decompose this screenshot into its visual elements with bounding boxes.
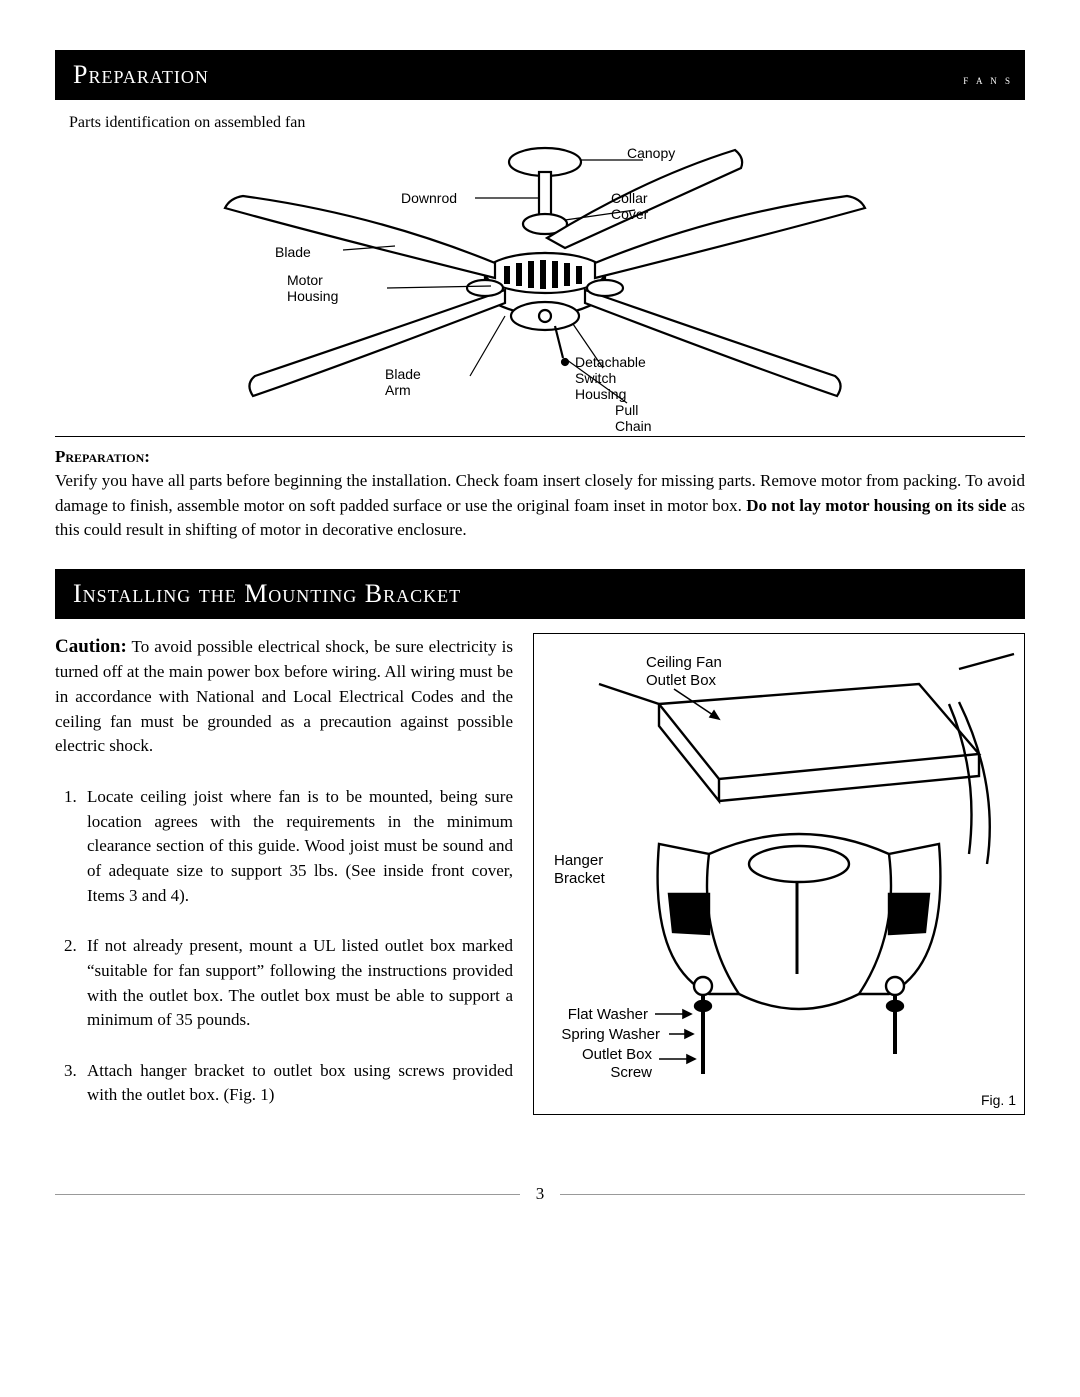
divider bbox=[55, 436, 1025, 437]
fan-diagram-container: Canopy Downrod Collar Cover Blade Motor … bbox=[55, 138, 1025, 428]
label-blade-arm: Blade Arm bbox=[385, 366, 421, 398]
header2-title: Installing the Mounting Bracket bbox=[73, 579, 461, 608]
footer-line-left bbox=[55, 1194, 520, 1195]
label-flat-washer: Flat Washer bbox=[558, 1006, 648, 1024]
figure-caption: Fig. 1 bbox=[981, 1092, 1016, 1108]
page-footer: 3 bbox=[55, 1184, 1025, 1204]
label-downrod: Downrod bbox=[401, 190, 457, 206]
preparation-heading: Preparation: bbox=[55, 447, 1025, 467]
page-number: 3 bbox=[536, 1184, 545, 1204]
caution-label: Caution: bbox=[55, 636, 127, 657]
label-hanger-bracket: Hanger Bracket bbox=[554, 852, 605, 888]
left-column: Caution: To avoid possible electrical sh… bbox=[55, 633, 513, 1134]
section-header-preparation: Preparation F A N S bbox=[55, 50, 1025, 100]
figure-1-box: Ceiling Fan Outlet Box Hanger Bracket Fl… bbox=[533, 633, 1025, 1115]
prep-text-bold: Do not lay motor housing on its side bbox=[746, 496, 1006, 515]
brand-logo-box: F A N S bbox=[803, 58, 1013, 92]
label-blade: Blade bbox=[275, 244, 311, 260]
label-spring-washer: Spring Washer bbox=[540, 1026, 660, 1044]
label-outlet-box: Ceiling Fan Outlet Box bbox=[646, 654, 722, 690]
label-pull-chain: Pull Chain bbox=[615, 402, 652, 434]
step-1: Locate ceiling joist where fan is to be … bbox=[81, 785, 513, 908]
logo-text: F A N S bbox=[963, 76, 1013, 86]
label-outlet-screw: Outlet Box Screw bbox=[562, 1046, 652, 1082]
label-motor-housing: Motor Housing bbox=[287, 272, 338, 304]
section-header-mounting: Installing the Mounting Bracket bbox=[55, 569, 1025, 619]
label-collar-cover: Collar Cover bbox=[611, 190, 648, 222]
two-column-layout: Caution: To avoid possible electrical sh… bbox=[55, 633, 1025, 1134]
steps-list: Locate ceiling joist where fan is to be … bbox=[55, 785, 513, 1108]
step-3: Attach hanger bracket to outlet box usin… bbox=[81, 1059, 513, 1108]
step-2: If not already present, mount a UL liste… bbox=[81, 934, 513, 1033]
preparation-body: Verify you have all parts before beginni… bbox=[55, 469, 1025, 543]
footer-line-right bbox=[560, 1194, 1025, 1195]
label-switch-housing: Detachable Switch Housing bbox=[575, 354, 646, 402]
diagram-subtitle: Parts identification on assembled fan bbox=[69, 114, 1025, 132]
header-title: Preparation bbox=[73, 60, 209, 89]
label-canopy: Canopy bbox=[627, 145, 675, 161]
caution-paragraph: Caution: To avoid possible electrical sh… bbox=[55, 633, 513, 759]
